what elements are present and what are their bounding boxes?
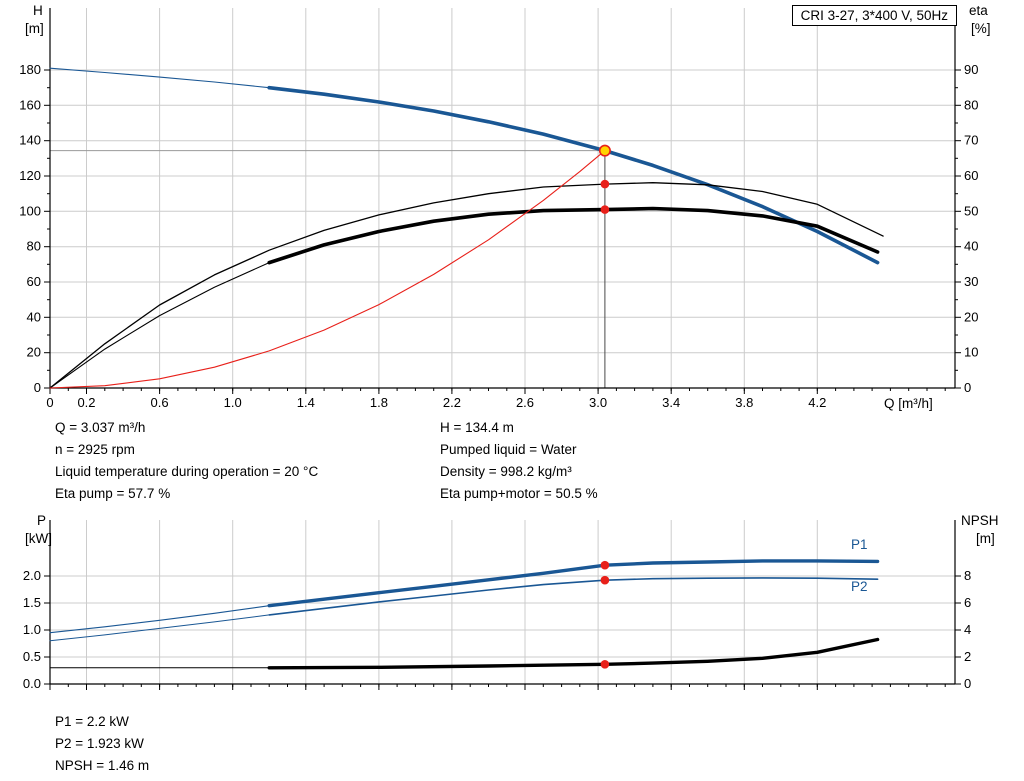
qh-efficiency-chart[interactable]: 0 0.2 0.6 1.0 1.4 1.8 2.2 2.6 3.0 3.4 3.8 4.2 0 20 40 6…: [0, 0, 1024, 418]
svg-text:3.0: 3.0: [589, 395, 607, 410]
svg-text:0: 0: [46, 395, 53, 410]
svg-text:0.0: 0.0: [23, 676, 41, 691]
speed-value: n = 2925 rpm: [55, 442, 135, 457]
svg-text:0: 0: [34, 380, 41, 395]
svg-text:1.0: 1.0: [224, 395, 242, 410]
svg-text:160: 160: [19, 97, 41, 112]
p1-value: P1 = 2.2 kW: [55, 714, 129, 729]
p-axis-label: P: [37, 513, 47, 528]
h-axis-label: H: [33, 3, 43, 18]
svg-text:6: 6: [964, 595, 971, 610]
svg-text:90: 90: [964, 62, 978, 77]
svg-text:100: 100: [19, 203, 41, 218]
pump-model-title: CRI 3-27, 3*400 V, 50Hz: [791, 5, 957, 26]
svg-text:2.0: 2.0: [23, 568, 41, 583]
svg-text:1.0: 1.0: [23, 622, 41, 637]
density-value: Density = 998.2 kg/m³: [440, 464, 572, 479]
svg-text:30: 30: [964, 274, 978, 289]
svg-text:3.8: 3.8: [735, 395, 753, 410]
svg-text:20: 20: [27, 345, 41, 360]
npsh-axis-label: NPSH: [961, 513, 999, 528]
svg-text:0.5: 0.5: [23, 649, 41, 664]
svg-text:180: 180: [19, 62, 41, 77]
operating-point-data: Q = 3.037 m³/h H = 134.4 m n = 2925 rpm …: [55, 417, 598, 505]
pumped-liquid-value: Pumped liquid = Water: [440, 442, 577, 457]
svg-text:0: 0: [964, 676, 971, 691]
svg-text:2: 2: [964, 649, 971, 664]
eta-axis-unit: [%]: [971, 21, 991, 36]
svg-text:0: 0: [964, 380, 971, 395]
svg-text:3.4: 3.4: [662, 395, 680, 410]
svg-text:60: 60: [964, 168, 978, 183]
h-axis-unit: [m]: [25, 21, 44, 36]
svg-text:4.2: 4.2: [808, 395, 826, 410]
eta-pump-value: Eta pump = 57.7 %: [55, 486, 171, 501]
p1-curve-label: P1: [851, 537, 868, 552]
svg-text:40: 40: [964, 239, 978, 254]
svg-text:140: 140: [19, 133, 41, 148]
svg-text:10: 10: [964, 345, 978, 360]
svg-text:2.6: 2.6: [516, 395, 534, 410]
svg-text:40: 40: [27, 309, 41, 324]
p-axis-unit: [kW]: [25, 531, 52, 546]
power-npsh-chart[interactable]: 0.0 0.5 1.0 1.5 2.0 0 2 4 6 8: [0, 512, 1024, 712]
npsh-value: NPSH = 1.46 m: [55, 758, 150, 773]
flow-value: Q = 3.037 m³/h: [55, 420, 146, 435]
svg-text:50: 50: [964, 203, 978, 218]
eta-pump-motor-value: Eta pump+motor = 50.5 %: [440, 486, 598, 501]
svg-text:60: 60: [27, 274, 41, 289]
svg-text:8: 8: [964, 568, 971, 583]
svg-text:0.6: 0.6: [151, 395, 169, 410]
svg-text:2.2: 2.2: [443, 395, 461, 410]
svg-text:1.4: 1.4: [297, 395, 315, 410]
q-axis-label: Q [m³/h]: [884, 396, 933, 411]
svg-text:80: 80: [964, 97, 978, 112]
svg-text:20: 20: [964, 309, 978, 324]
svg-text:1.5: 1.5: [23, 595, 41, 610]
svg-text:70: 70: [964, 133, 978, 148]
svg-text:0.2: 0.2: [77, 395, 95, 410]
power-npsh-data: P1 = 2.2 kW P2 = 1.923 kW NPSH = 1.46 m: [55, 711, 149, 777]
p2-curve-label: P2: [851, 579, 868, 594]
npsh-axis-unit: [m]: [976, 531, 995, 546]
svg-text:4: 4: [964, 622, 971, 637]
liquid-temp-value: Liquid temperature during operation = 20…: [55, 464, 319, 479]
svg-text:80: 80: [27, 239, 41, 254]
eta-axis-label: eta: [969, 3, 988, 18]
head-value: H = 134.4 m: [440, 420, 514, 435]
svg-text:120: 120: [19, 168, 41, 183]
p2-value: P2 = 1.923 kW: [55, 736, 144, 751]
svg-text:1.8: 1.8: [370, 395, 388, 410]
